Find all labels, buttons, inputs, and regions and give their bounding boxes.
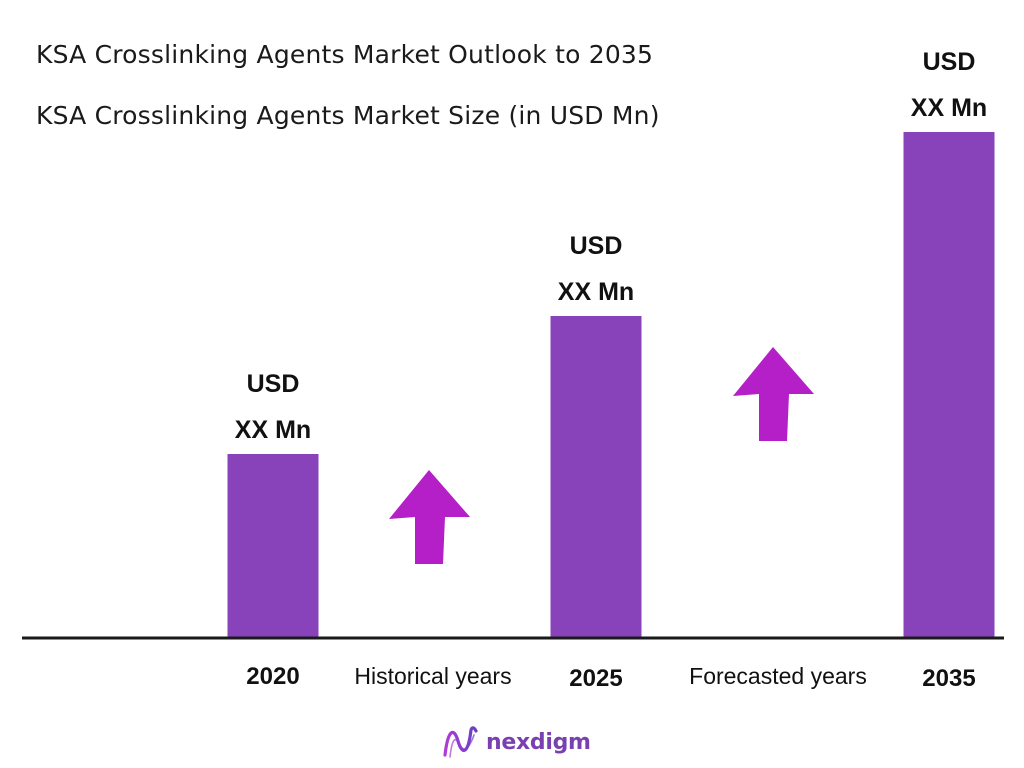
data-label-2035-1: USD — [923, 48, 976, 76]
data-label-2025-2: XX Mn — [558, 278, 634, 306]
brand-logo: nexdigm — [442, 722, 591, 762]
up-arrow-icon-2 — [733, 347, 814, 441]
up-arrow-icon-1 — [389, 470, 470, 564]
x-tick-label-2020: 2020 — [246, 663, 299, 690]
period-label-1: Historical years — [354, 663, 511, 689]
bar-2035 — [903, 132, 995, 638]
period-label-2: Forecasted years — [689, 663, 867, 689]
data-label-2020-2: XX Mn — [235, 416, 311, 444]
data-label-2020-1: USD — [247, 370, 300, 398]
x-tick-label-2025: 2025 — [569, 665, 622, 692]
brand-name: nexdigm — [486, 729, 591, 755]
chart-title: KSA Crosslinking Agents Market Outlook t… — [36, 40, 654, 69]
chart-subtitle: KSA Crosslinking Agents Market Size (in … — [36, 101, 660, 130]
bar-2020 — [227, 454, 319, 638]
data-label-2035-2: XX Mn — [911, 94, 987, 122]
bar-2025 — [550, 316, 642, 638]
nexdigm-logo-icon — [443, 726, 478, 758]
x-tick-label-2035: 2035 — [922, 665, 975, 692]
data-label-2025-1: USD — [570, 232, 623, 260]
